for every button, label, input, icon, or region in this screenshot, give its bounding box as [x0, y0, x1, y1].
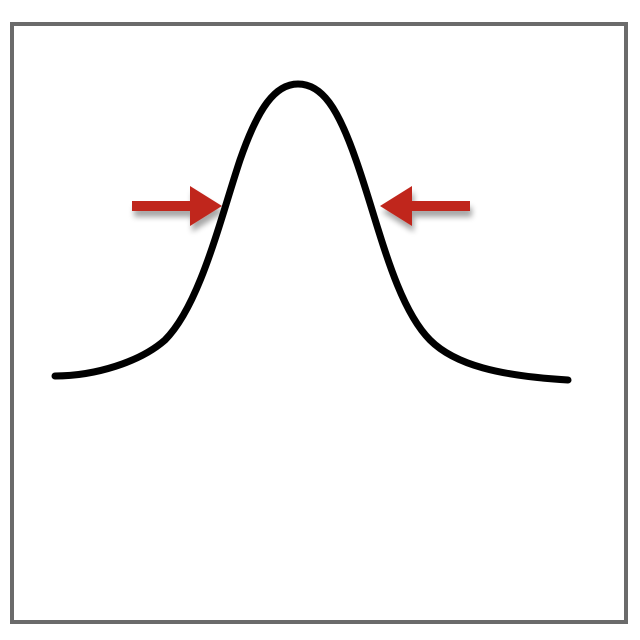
left-arrow [132, 186, 222, 226]
frame-border [10, 22, 628, 624]
right-arrow [380, 186, 470, 226]
bell-curve [51, 80, 572, 384]
